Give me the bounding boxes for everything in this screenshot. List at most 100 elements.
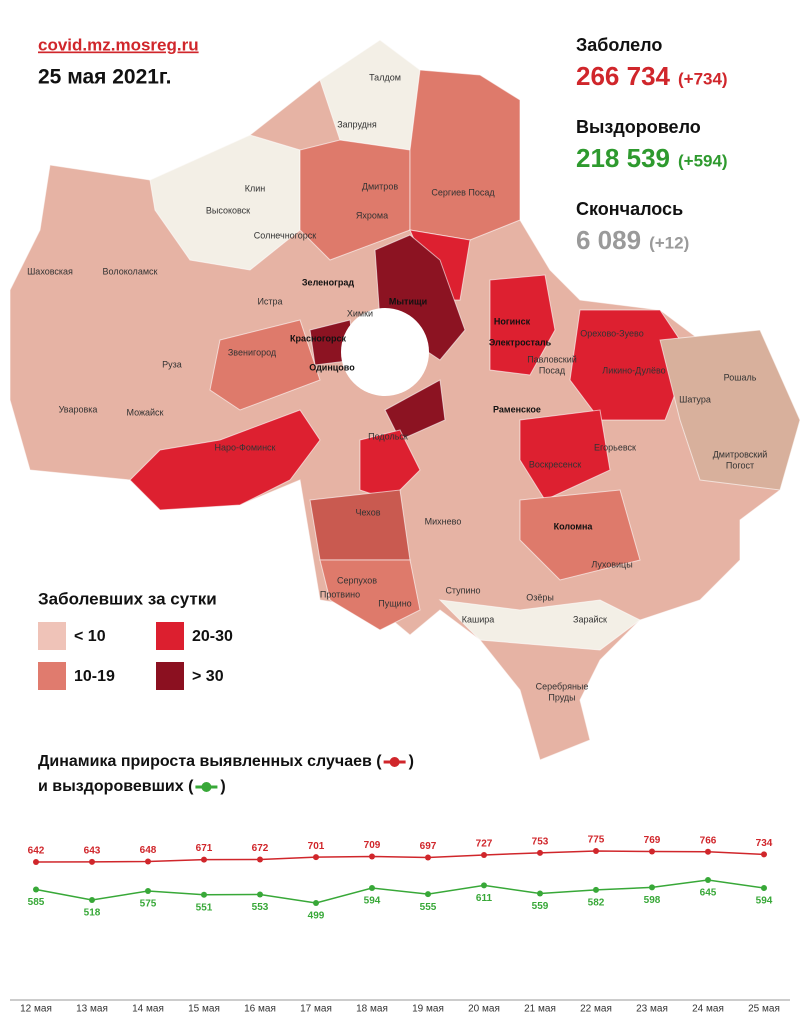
chart-title: Динамика прироста выявленных случаев ( — [38, 753, 382, 770]
city-label: Егорьевск — [594, 442, 636, 452]
x-tick-label: 17 мая — [300, 1004, 332, 1015]
city-label: Сергиев Посад — [431, 187, 495, 197]
data-point — [593, 886, 599, 893]
region — [489, 274, 556, 376]
data-label: 585 — [28, 897, 45, 908]
data-label: 734 — [756, 838, 773, 849]
legend-title: Заболевших за сутки — [38, 589, 217, 608]
city-label: Клин — [245, 183, 266, 193]
city-label: Запрудня — [337, 119, 377, 129]
data-label: 645 — [700, 888, 717, 899]
x-tick-label: 15 мая — [188, 1004, 220, 1015]
region — [409, 69, 521, 241]
city-label: Пущино — [378, 598, 411, 608]
region — [659, 329, 800, 491]
data-point — [33, 886, 39, 893]
city-label: Погост — [726, 460, 754, 470]
data-label: 769 — [644, 835, 661, 846]
stat-delta: (+594) — [678, 151, 728, 170]
city-label: Зеленоград — [302, 277, 354, 287]
data-point — [33, 859, 39, 865]
chart-title: ) — [220, 778, 225, 795]
city-label: Можайск — [127, 407, 164, 417]
city-label: Уваровка — [59, 404, 98, 414]
data-label: 582 — [588, 898, 605, 909]
city-label: Звенигород — [228, 347, 277, 357]
city-label: Воскресенск — [529, 459, 581, 469]
data-label: 594 — [756, 896, 773, 907]
legend-swatch — [156, 622, 184, 650]
region — [384, 379, 446, 441]
data-label: 598 — [644, 895, 661, 906]
data-label: 559 — [532, 901, 549, 912]
data-label: 727 — [476, 839, 493, 850]
data-label: 555 — [420, 902, 437, 913]
data-point — [257, 891, 263, 898]
data-point — [705, 877, 711, 883]
data-label: 518 — [84, 908, 101, 919]
city-label: Электросталь — [489, 337, 552, 347]
city-label: Талдом — [369, 72, 401, 82]
date: 25 мая 2021г. — [38, 66, 171, 89]
city-label: Коломна — [554, 521, 594, 531]
stat-value: 266 734 — [576, 61, 671, 91]
data-point — [481, 851, 487, 858]
city-label: Высоковск — [206, 205, 250, 215]
x-tick-label: 24 мая — [692, 1004, 724, 1015]
data-label: 643 — [84, 846, 101, 857]
city-label: Орехово-Зуево — [580, 328, 643, 338]
x-tick-label: 21 мая — [524, 1004, 556, 1015]
city-label: Яхрома — [356, 210, 388, 220]
city-label: Серпухов — [337, 575, 377, 585]
data-point — [89, 858, 95, 865]
data-point — [313, 900, 319, 906]
legend-label: 10-19 — [74, 668, 115, 685]
city-label: Шаховская — [27, 266, 73, 276]
region — [149, 134, 301, 271]
x-tick-label: 18 мая — [356, 1004, 388, 1015]
city-label: Раменское — [493, 404, 541, 414]
data-label: 575 — [140, 899, 157, 910]
data-point — [369, 885, 375, 892]
city-label: Красногорск — [290, 333, 347, 343]
data-label: 775 — [588, 835, 605, 846]
legend-label: > 30 — [192, 668, 224, 685]
data-label: 709 — [364, 840, 381, 851]
data-point — [481, 882, 487, 889]
city-label: Дмитров — [362, 181, 398, 191]
region — [309, 489, 411, 561]
legend-label: < 10 — [74, 628, 106, 645]
city-label: Озёры — [526, 592, 554, 602]
data-point — [761, 885, 767, 892]
legend-label: 20-30 — [192, 628, 233, 645]
data-label: 766 — [700, 835, 717, 846]
data-label: 697 — [420, 841, 437, 852]
data-point — [201, 856, 207, 863]
data-point — [89, 897, 95, 904]
data-label: 648 — [140, 845, 157, 856]
data-point — [201, 891, 207, 898]
x-tick-label: 19 мая — [412, 1004, 444, 1015]
city-label: Мытищи — [389, 296, 427, 306]
legend-swatch — [38, 662, 66, 690]
stat-delta: (+12) — [649, 233, 689, 252]
data-point — [537, 890, 543, 897]
city-label: Шатура — [679, 394, 711, 404]
data-label: 701 — [308, 841, 325, 852]
line-chart: Динамика прироста выявленных случаев ( и … — [10, 753, 790, 1015]
data-label: 753 — [532, 836, 549, 847]
series-line — [35, 850, 765, 863]
legend-swatch — [156, 662, 184, 690]
stat-label: Скончалось — [576, 199, 683, 219]
data-point — [145, 858, 151, 865]
stat-label: Заболело — [576, 35, 662, 55]
source: covid.mz.mosreg.ru — [38, 35, 199, 54]
data-point — [593, 848, 599, 854]
region — [359, 429, 421, 501]
legend-icon — [389, 757, 400, 767]
chart-title: ) — [409, 753, 414, 770]
stat-delta: (+734) — [678, 69, 728, 88]
data-label: 499 — [308, 911, 325, 922]
chart-title: и выздоровевших ( — [38, 778, 194, 795]
